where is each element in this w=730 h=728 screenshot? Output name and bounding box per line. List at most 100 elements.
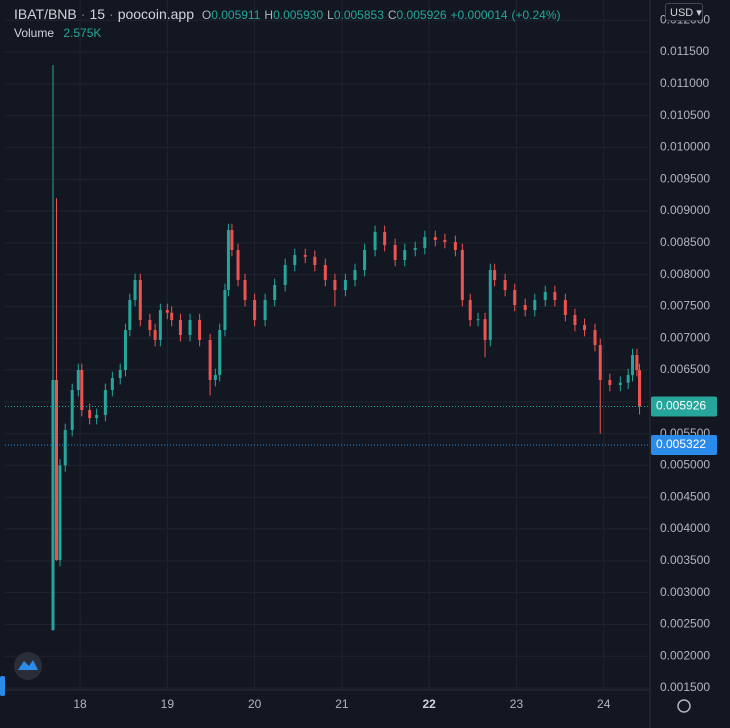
volume-value: 2.575K [63,26,102,40]
volume-label: Volume [14,26,55,40]
candle-body [303,255,307,257]
candle-body [553,292,557,301]
candle-body [460,250,464,301]
symbol: IBAT/BNB [14,6,77,22]
ohlc-value: 0.005926 [396,8,447,22]
candle-body [483,319,487,341]
candle-body [133,280,137,301]
candle-body [110,378,114,390]
candle-body [128,300,132,331]
ohlc-value: 0.005853 [333,8,384,22]
candle-body [58,465,62,561]
candle-body [273,284,277,301]
candle-body [226,230,230,291]
candle-body [631,355,635,376]
candle-body [283,265,287,285]
candle-body [608,380,612,385]
change: +0.000014 [450,8,508,22]
candle-body [353,270,357,281]
candle-body [443,240,447,242]
candle-body [488,270,492,341]
candle-body [533,300,537,311]
candle-body [76,370,80,390]
y-tick-label: 0.005000 [660,458,710,472]
candle-body [343,280,347,291]
ohlc-key: H [264,8,274,22]
y-tick-label: 0.003000 [660,585,710,599]
interval: 15 [89,6,106,22]
ohlc: O0.005911 H0.005930 L0.005853 C0.005926 [198,6,447,22]
y-tick-label: 0.011500 [660,44,709,58]
candle-body [253,300,257,321]
candle-body [313,256,317,266]
candle-body [170,312,174,321]
candle-body [208,340,212,381]
candle-body [563,300,567,316]
candle-body [158,310,162,341]
settings-icon[interactable] [677,699,691,713]
candle-body [433,237,437,241]
candle-body [383,232,387,246]
y-tick-label: 0.002500 [660,617,710,631]
candle-body [373,232,377,251]
candle-body [236,250,240,281]
candle-body [543,292,547,301]
price-label-box [651,396,717,417]
candle-body [123,330,127,371]
price-label-box [651,434,717,455]
candle-body [95,414,99,419]
candle-body [51,380,55,631]
candle-body [223,290,227,331]
candle-body [363,250,367,271]
candle-body [103,389,107,415]
candle-body [263,300,267,321]
candle-body [138,280,142,321]
candle-body [513,290,517,306]
candle-body [468,300,472,321]
x-tick-label: 18 [73,697,87,711]
candle-body [218,330,222,376]
source: poocoin.app [117,6,194,22]
candle-body [153,330,157,341]
y-tick-label: 0.007000 [660,330,710,344]
x-tick-label: 21 [335,697,349,711]
candle-body [118,370,122,379]
candle-body [178,320,182,336]
legend: IBAT/BNB · 15 · poocoin.app O0.005911 H0.0059… [14,4,560,40]
x-tick-label: 22 [423,697,437,711]
x-tick-label: 19 [161,697,175,711]
candle-body [63,430,67,466]
candle-body [198,320,202,341]
x-tick-label: 20 [248,697,262,711]
candle-body [393,245,397,260]
candle-body [503,280,507,291]
ohlc-key: C [387,8,397,22]
y-tick-label: 0.009500 [660,171,710,185]
candle-body [493,270,497,281]
candle-body [165,310,169,313]
candle-body [88,410,92,419]
candle-body [188,320,192,336]
sep: · [80,6,86,22]
candle-body [293,255,297,266]
candle-body [423,237,427,249]
candle-body [333,280,337,291]
y-tick-label: 0.004000 [660,521,710,535]
logo-icon [18,660,38,670]
y-tick-label: 0.002000 [660,648,710,662]
candle-body [70,389,74,431]
sep: · [109,6,114,22]
candle-body [413,248,417,251]
candle-body [323,265,327,281]
volume-row: Volume 2.575K [14,26,560,40]
currency-select[interactable]: USD ▾ [665,3,703,21]
candle-body [598,345,602,381]
candle-body [626,375,630,383]
candle-body [573,315,577,325]
side-tab[interactable] [0,676,5,696]
ohlc-key: O [201,8,212,22]
y-tick-label: 0.006500 [660,362,710,376]
y-tick-label: 0.011000 [660,76,709,90]
candle-body [638,370,642,407]
